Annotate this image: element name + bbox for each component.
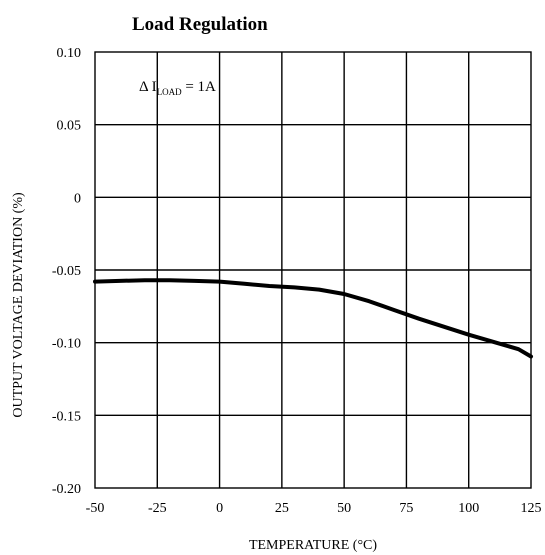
- x-tick-label: 0: [216, 501, 223, 516]
- y-tick-label: 0.10: [57, 46, 82, 61]
- y-tick-label: -0.10: [52, 337, 81, 352]
- x-tick-label: 75: [399, 501, 413, 516]
- x-tick-label: -50: [86, 501, 105, 516]
- y-tick-labels: 0.10 0.05 0 -0.05 -0.10 -0.15 -0.20: [52, 46, 81, 497]
- x-axis-label: TEMPERATURE (°C): [249, 538, 377, 553]
- x-tick-label: 100: [458, 501, 479, 516]
- annotation-delta-iload: Δ ILOAD = 1A: [139, 79, 216, 97]
- chart-title: Load Regulation: [132, 14, 268, 35]
- y-axis-label: OUTPUT VOLTAGE DEVIATION (%): [11, 192, 26, 418]
- x-tick-labels: -50 -25 0 25 50 75 100 125: [86, 501, 542, 516]
- x-tick-label: 25: [275, 501, 289, 516]
- series-line-load-regulation: [93, 278, 533, 359]
- annotation-prefix: Δ I: [139, 79, 157, 95]
- x-tick-label: -25: [148, 501, 167, 516]
- grid: [95, 52, 531, 488]
- plot-frame: [94, 51, 532, 489]
- annotation-suffix: = 1A: [182, 79, 216, 95]
- y-tick-label: -0.15: [52, 409, 81, 424]
- y-tick-label: 0: [74, 191, 81, 206]
- x-tick-label: 125: [521, 501, 542, 516]
- y-tick-label: -0.20: [52, 482, 81, 497]
- y-tick-label: -0.05: [52, 264, 81, 279]
- annotation-subscript: LOAD: [157, 87, 182, 97]
- y-tick-label: 0.05: [57, 119, 82, 134]
- x-tick-label: 50: [337, 501, 351, 516]
